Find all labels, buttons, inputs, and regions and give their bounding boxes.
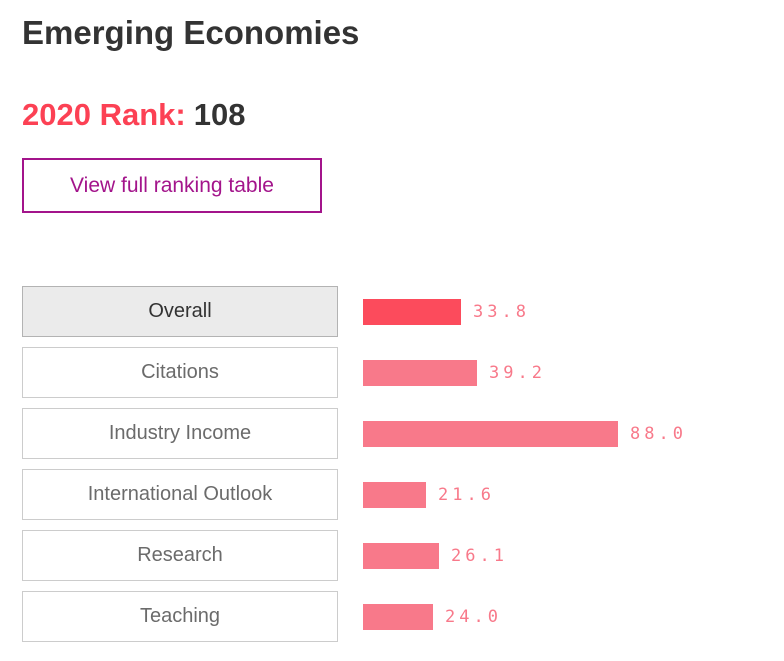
category-button-research[interactable]: Research <box>22 530 338 581</box>
chart-row: Teaching 24.0 <box>22 591 784 642</box>
score-bar-teaching <box>363 603 433 630</box>
page-title: Emerging Economies <box>22 14 360 51</box>
category-button-industry-income[interactable]: Industry Income <box>22 408 338 459</box>
chart-row: International Outlook 21.6 <box>22 469 784 520</box>
category-button-overall[interactable]: Overall <box>22 286 338 337</box>
score-bar-industry-income <box>363 420 618 447</box>
bar-group: 39.2 <box>363 359 546 386</box>
score-bar-chart: Overall 33.8 Citations 39.2 Industry Income 8… <box>22 286 784 642</box>
chart-row: Citations 39.2 <box>22 347 784 398</box>
score-value: 33.8 <box>473 301 530 322</box>
score-bar-international-outlook <box>363 481 426 508</box>
score-bar-research <box>363 542 439 569</box>
chart-row: Overall 33.8 <box>22 286 784 337</box>
rank-line: 2020 Rank: 108 <box>22 99 784 130</box>
score-value: 21.6 <box>438 484 495 505</box>
chart-row: Industry Income 88.0 <box>22 408 784 459</box>
rank-label: 2020 Rank: <box>22 97 186 132</box>
score-value: 39.2 <box>489 362 546 383</box>
view-full-ranking-table-button[interactable]: View full ranking table <box>22 158 322 213</box>
bar-group: 33.8 <box>363 298 530 325</box>
category-button-citations[interactable]: Citations <box>22 347 338 398</box>
score-value: 24.0 <box>445 606 502 627</box>
ranking-widget: Emerging Economies 2020 Rank: 108 View fu… <box>22 14 784 642</box>
bar-group: 88.0 <box>363 420 687 447</box>
chart-row: Research 26.1 <box>22 530 784 581</box>
score-bar-citations <box>363 359 477 386</box>
category-button-international-outlook[interactable]: International Outlook <box>22 469 338 520</box>
score-value: 88.0 <box>630 423 687 444</box>
bar-group: 26.1 <box>363 542 508 569</box>
rank-value: 108 <box>193 97 246 132</box>
score-bar-overall <box>363 298 461 325</box>
bar-group: 21.6 <box>363 481 495 508</box>
bar-group: 24.0 <box>363 603 502 630</box>
category-button-teaching[interactable]: Teaching <box>22 591 338 642</box>
score-value: 26.1 <box>451 545 508 566</box>
